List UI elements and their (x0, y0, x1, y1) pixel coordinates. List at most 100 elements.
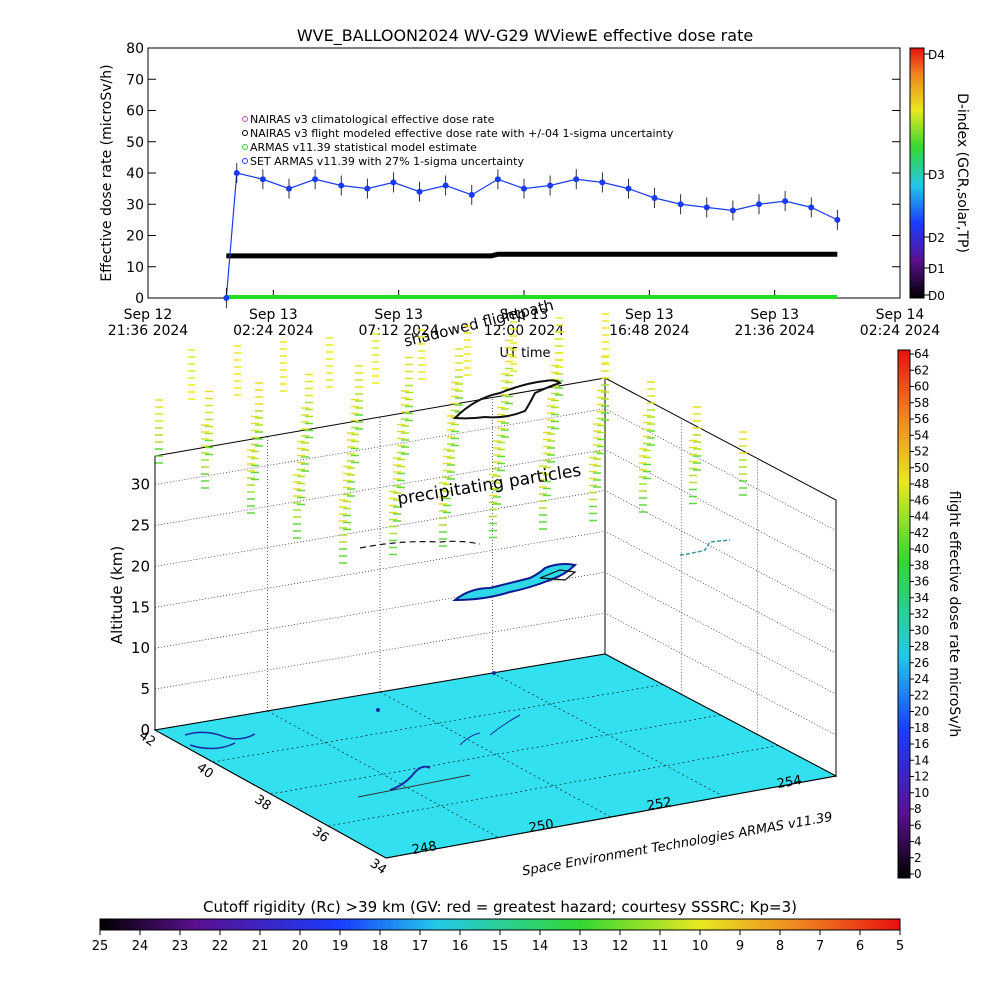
dose-colorbar-tick-label: 18 (914, 721, 929, 735)
armas-measured-line (225, 172, 838, 299)
dose-colorbar-tick-label: 50 (914, 461, 929, 475)
longitude-axis-line (385, 775, 837, 859)
dose-colorbar-tick-label: 12 (914, 770, 929, 784)
dose-colorbar-tick-label: 42 (914, 526, 929, 540)
data-point (286, 185, 292, 192)
dose-colorbar-tick-label: 26 (914, 656, 929, 670)
data-point (703, 204, 710, 211)
dose-colorbar-tick-label: 48 (914, 477, 929, 491)
flight-track (359, 379, 731, 602)
top-x-tick-label-date: Sep 13 (249, 307, 298, 323)
legend-marker (242, 130, 248, 136)
dose-colorbar-tick-label: 34 (914, 591, 929, 605)
altitude-gridline (154, 531, 837, 654)
data-point (233, 170, 240, 176)
dose-colorbar-tick-label: 64 (914, 347, 929, 361)
coastline (389, 765, 431, 791)
top-x-tick-label-time: 21:36 2024 (108, 323, 189, 339)
top-x-tick-label-date: Sep 12 (124, 307, 173, 323)
floor-gridline (379, 691, 612, 818)
flight-track-mid-outline (539, 569, 577, 581)
longitude-tick-label: 254 (776, 773, 803, 792)
data-point (808, 204, 815, 211)
dindex-tick-label: D1 (928, 262, 945, 276)
cutoff-colorbar-tick-label: 11 (652, 939, 669, 954)
cutoff-colorbar-ticks: 25 24 23 22 21 20 19 18 17 16 15 14 13 12 11 10 9 8 7 6 5 (92, 930, 904, 954)
data-point (782, 198, 789, 205)
data-point (338, 182, 345, 189)
cutoff-colorbar-tick-label: 24 (132, 939, 149, 954)
altitude-tick-label: 25 (131, 517, 150, 535)
altitude-tick-label: 0 (140, 721, 150, 739)
data-point (834, 216, 841, 223)
dose-colorbar-tick-label: 6 (914, 818, 922, 832)
longitude-tick-label: 252 (646, 795, 673, 814)
legend-entry: NAIRAS v3 climatological effective dose … (250, 113, 495, 126)
data-point (677, 201, 684, 208)
cutoff-colorbar-tick-label: 13 (572, 939, 589, 954)
dose-colorbar-tick-label: 44 (914, 510, 929, 524)
coastline (459, 714, 521, 746)
dose-colorbar-tick-label: 8 (914, 802, 922, 816)
top-x-tick-label-time: 02:24 2024 (860, 323, 941, 339)
dindex-ticks: D4 D3 D2 D1 D0 (924, 48, 945, 303)
dose-colorbar-tick-label: 58 (914, 396, 929, 410)
dose-colorbar-tick-label: 36 (914, 575, 929, 589)
data-point (521, 185, 527, 192)
top-chart-title: WVE_BALLOON2024 WV-G29 WViewE effective … (297, 26, 753, 46)
dindex-colorbar (909, 47, 925, 299)
cutoff-colorbar-tick-label: 17 (412, 939, 429, 954)
floor-gridline (328, 745, 779, 827)
data-point (651, 195, 658, 201)
data-point (416, 188, 423, 195)
flight-track-segment (359, 540, 481, 549)
dindex-label: D-index (GCR,solar,TP) (954, 93, 970, 253)
data-point (312, 176, 319, 183)
dose-colorbar-tick-label: 16 (914, 737, 929, 751)
altitude-axis: 0 5 10 15 20 25 30 (131, 456, 837, 776)
altitude-tick-label: 30 (131, 476, 150, 494)
cutoff-colorbar-tick-label: 25 (92, 939, 109, 954)
dose-colorbar-tick-label: 54 (914, 428, 929, 442)
top-x-tick-label-time: 02:24 2024 (233, 323, 314, 339)
dose-colorbar-ticks: 6462605856545250484644424038363432302826… (910, 347, 929, 881)
dose-colorbar (897, 349, 911, 879)
cutoff-colorbar-tick-label: 19 (332, 939, 349, 954)
floor-gridline (492, 672, 724, 797)
dose-colorbar-tick-label: 0 (914, 867, 922, 881)
floor-dot (376, 708, 380, 712)
floor-coastlines (184, 671, 521, 798)
data-point (625, 185, 632, 192)
top-y-tick-label: 30 (126, 197, 144, 213)
dose-colorbar-tick-label: 60 (914, 380, 929, 394)
dose-colorbar-tick-label: 10 (914, 786, 929, 800)
dose-colorbar-label: flight effective dose rate microSv/h (946, 491, 962, 737)
altitude-gridline (154, 449, 837, 572)
dose-colorbar-tick-label: 2 (914, 851, 922, 865)
dose-colorbar-tick-label: 28 (914, 640, 929, 654)
top-x-tick-label-time: 21:36 2024 (734, 323, 815, 339)
cutoff-colorbar-tick-label: 21 (252, 939, 269, 954)
data-point (390, 179, 397, 186)
top-series-layer (223, 163, 841, 308)
altitude-gridline (154, 408, 837, 531)
cutoff-colorbar-tick-label: 20 (292, 939, 309, 954)
altitude-tick-label: 5 (140, 680, 150, 698)
top-x-tick-label-time: 07:12 2024 (358, 323, 439, 339)
cutoff-colorbar-tick-label: 12 (612, 939, 629, 954)
data-point (442, 182, 449, 189)
dose-colorbar-tick-label: 32 (914, 607, 929, 621)
longitude-axis: 248 250 252 254 (385, 773, 837, 859)
altitude-gridline (154, 571, 837, 695)
data-point (364, 185, 371, 192)
flight-track-high (452, 379, 563, 420)
legend-entry: ARMAS v11.39 statistical model estimate (250, 141, 477, 154)
cutoff-colorbar-tick-label: 9 (736, 939, 744, 954)
floor-grid (212, 672, 779, 838)
longitude-tick-label: 248 (411, 839, 438, 858)
top-x-tick-label-time: 12:00 2024 (484, 323, 565, 339)
dose-colorbar-tick-label: 30 (914, 623, 929, 637)
top-plot-frame (147, 47, 901, 299)
dose-colorbar-tick-label: 14 (914, 753, 929, 767)
